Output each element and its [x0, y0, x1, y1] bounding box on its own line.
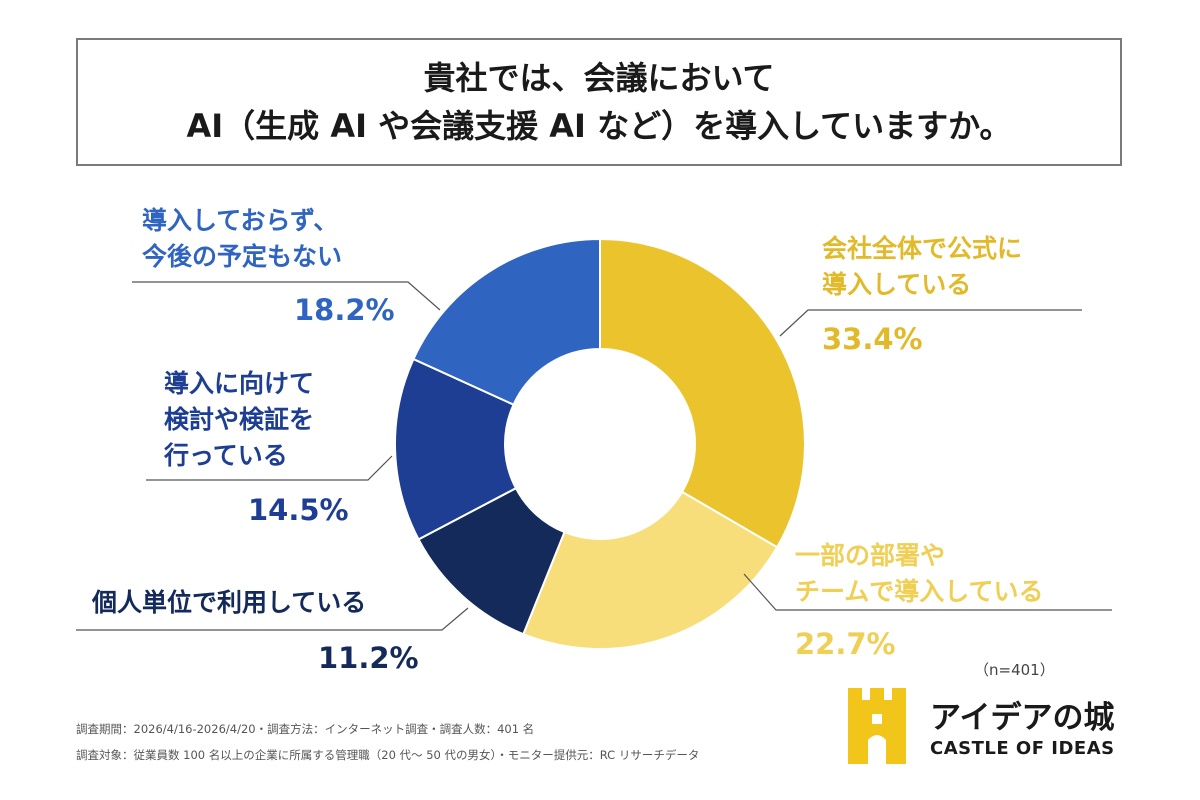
footer-line2: 調査対象：従業員数 100 名以上の企業に所属する管理職（20 代〜 50 代の… — [76, 748, 700, 762]
label-some-departments-line2: チームで導入している — [795, 577, 1044, 606]
leader-line-no-plan — [132, 281, 441, 311]
label-company-wide-line1: 会社全体で公式に — [822, 234, 1023, 263]
pct-company-wide: 33.4% — [822, 322, 923, 356]
label-no-plan-line2: 今後の予定もない — [142, 242, 343, 271]
chart-title-line1: 貴社では、会議において — [423, 59, 775, 97]
brand-name-en: CASTLE OF IDEAS — [930, 738, 1115, 759]
leader-line-company-wide — [779, 309, 1082, 337]
leader-line-individual — [76, 607, 469, 631]
label-considering-line1: 導入に向けて — [164, 369, 315, 398]
pct-considering: 14.5% — [248, 493, 349, 527]
title-box: 貴社では、会議において AI（生成 AI や会議支援 AI など）を導入していま… — [76, 38, 1122, 166]
leader-line-some-departments — [743, 573, 1112, 611]
label-considering-line3: 行っている — [164, 441, 288, 470]
slice-some-departments — [522, 490, 779, 650]
slice-considering — [394, 357, 518, 541]
brand-name-jp: アイデアの城 — [930, 700, 1115, 736]
chart-title-line2: AI（生成 AI や会議支援 AI など）を導入していますか。 — [186, 107, 1012, 145]
sample-size-note: （n=401） — [974, 661, 1055, 679]
pct-some-departments: 22.7% — [795, 627, 896, 661]
footer-line1: 調査期間：2026/4/16-2026/4/20・調査方法：インターネット調査・… — [76, 722, 535, 736]
pct-individual: 11.2% — [318, 641, 419, 675]
castle-icon — [848, 688, 906, 764]
label-some-departments-line1: 一部の部署や — [795, 541, 946, 570]
label-no-plan-line1: 導入しておらず、 — [142, 206, 339, 235]
leader-line-considering — [146, 455, 393, 481]
label-considering-line2: 検討や検証を — [164, 405, 315, 434]
label-company-wide-line2: 導入している — [822, 270, 972, 299]
label-individual-line1: 個人単位で利用している — [92, 588, 367, 617]
slice-no-plan — [412, 237, 601, 406]
pct-no-plan: 18.2% — [294, 293, 395, 327]
slice-company-wide — [599, 237, 806, 549]
